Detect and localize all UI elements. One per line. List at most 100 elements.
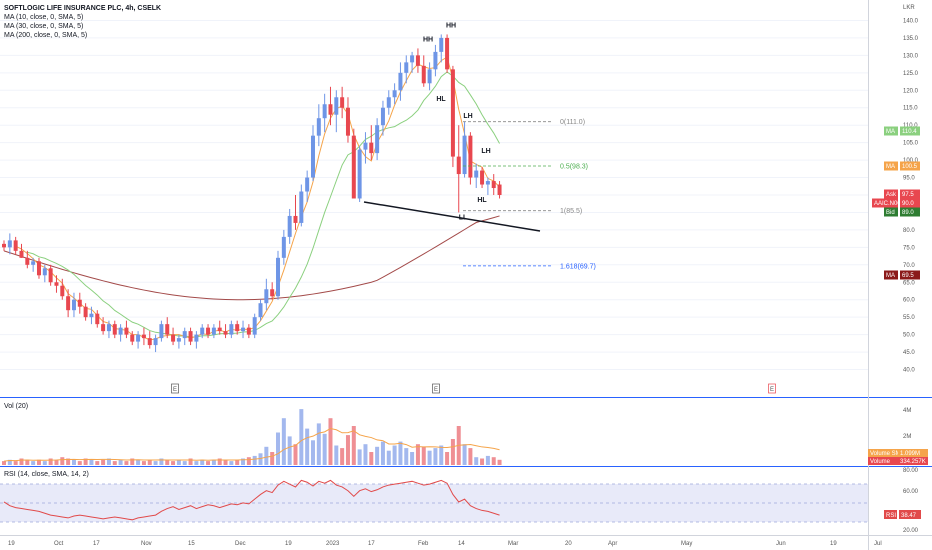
candle-up — [200, 327, 205, 335]
candle-down — [83, 306, 88, 318]
annotation-label: HL — [436, 96, 446, 103]
candle-up — [427, 69, 432, 84]
volume-bar — [159, 458, 164, 465]
volume-bar — [252, 455, 257, 465]
volume-bar — [176, 459, 181, 465]
candle-down — [450, 69, 455, 157]
price-tag-label-box — [884, 126, 898, 136]
price-tick-label: 65.0 — [903, 280, 915, 286]
volume-bar — [71, 459, 76, 465]
ma10-legend[interactable]: MA (10, close, 0, SMA, 5) — [4, 14, 83, 21]
candle-up — [182, 331, 187, 339]
candle-up — [375, 125, 380, 154]
candle-up — [299, 191, 304, 223]
volume-bar — [246, 457, 251, 465]
volume-bar — [468, 448, 473, 465]
price-tick-label: 50.0 — [903, 333, 915, 339]
candle-down — [112, 324, 117, 335]
price-tag-label-box — [884, 161, 898, 171]
volume-bar — [445, 452, 450, 465]
rsi-tick-label: 80.00 — [903, 468, 919, 474]
time-axis[interactable]: 19 Oct 17 Nov 15 Dec 19 2023 17 Feb 14 Mar 20 Apr May J… — [8, 541, 882, 547]
volume-tag-value: 1.099M — [900, 451, 920, 457]
candle-up — [258, 303, 263, 318]
time-tick-label: 19 — [285, 541, 292, 547]
time-tick-label: 19 — [8, 541, 15, 547]
time-tick-label: 17 — [93, 541, 100, 547]
volume-bar — [421, 446, 426, 465]
candlesticks — [2, 34, 502, 353]
rsi-legend[interactable]: RSI (14, close, SMA, 14, 2) — [4, 471, 89, 478]
price-tick-label: 95.0 — [903, 176, 915, 182]
candle-down — [345, 107, 350, 136]
volume-legend[interactable]: Vol (20) — [4, 403, 28, 410]
price-tick-label: 120.0 — [903, 88, 919, 94]
volume-bar — [83, 458, 88, 465]
candle-down — [340, 97, 345, 108]
volume-bar — [497, 459, 502, 465]
candle-up — [363, 142, 368, 150]
volume-tag-label-box — [868, 449, 898, 457]
time-tick-label: 2023 — [326, 541, 340, 547]
volume-bar — [316, 423, 321, 465]
time-tick-label: Jul — [874, 541, 882, 547]
time-tick-label: 20 — [565, 541, 572, 547]
time-tick-label: 14 — [458, 541, 465, 547]
price-tick-label: 135.0 — [903, 36, 919, 42]
price-tick-label: 45.0 — [903, 350, 915, 356]
ma200-legend[interactable]: MA (200, close, 0, SMA, 5) — [4, 32, 87, 39]
candle-down — [60, 285, 65, 297]
volume-bar — [211, 459, 216, 465]
annotation-label: LL — [459, 214, 468, 221]
rsi-tick-label: 20.00 — [903, 528, 919, 534]
price-tag-value: 69.5 — [902, 273, 914, 279]
annotation-label: HH — [446, 22, 456, 29]
candle-up — [106, 324, 111, 332]
candle-up — [305, 177, 310, 192]
candle-up — [485, 181, 490, 185]
price-axis[interactable]: 140.0 135.0 130.0 125.0 120.0 115.0 110.0 105.0… — [903, 18, 919, 534]
trendline[interactable] — [363, 201, 541, 232]
symbol-title[interactable]: SOFTLOGIC LIFE INSURANCE PLC, 4h, CSELK — [4, 5, 161, 12]
volume-bar — [229, 461, 234, 465]
candle-down — [95, 313, 100, 325]
volume-bar — [77, 461, 82, 465]
volume-bar — [106, 458, 111, 465]
price-tag-value-box — [900, 198, 920, 208]
volume-bar — [241, 458, 246, 465]
candle-down — [19, 250, 24, 258]
volume-bar — [118, 459, 123, 465]
price-tag-label-box — [884, 189, 898, 199]
volume-tag-label: Volume SMA 20 — [870, 451, 913, 457]
volume-bar — [392, 445, 397, 465]
volume-bar — [415, 444, 420, 465]
candle-down — [25, 257, 30, 265]
volume-bar — [380, 441, 385, 465]
candle-down — [351, 135, 356, 199]
volume-bar — [270, 452, 275, 465]
candle-down — [165, 324, 170, 335]
volume-bar — [258, 453, 263, 465]
candle-up — [322, 104, 327, 119]
fib-level-label: 0.5(98.3) — [560, 164, 588, 171]
candle-down — [101, 324, 106, 332]
time-tick-label: Nov — [141, 541, 152, 547]
fib-level-label: 0(111.0) — [560, 119, 585, 126]
event-marker-label: E — [770, 387, 774, 393]
price-tick-label: 125.0 — [903, 71, 919, 77]
time-tick-label: Mar — [508, 541, 518, 547]
price-tick-label: 115.0 — [903, 106, 918, 112]
candle-up — [287, 215, 292, 237]
volume-bar — [182, 461, 187, 465]
event-marker-box — [171, 383, 179, 394]
candle-down — [188, 331, 193, 342]
event-marker-box — [432, 383, 440, 394]
candle-up — [241, 327, 246, 332]
price-tag-value-box — [900, 189, 920, 199]
volume-bar — [276, 432, 281, 465]
event-marker-box — [768, 383, 776, 394]
candle-down — [468, 135, 473, 178]
candle-up — [276, 257, 281, 297]
candle-down — [328, 104, 333, 115]
ma30-legend[interactable]: MA (30, close, 0, SMA, 5) — [4, 23, 83, 30]
